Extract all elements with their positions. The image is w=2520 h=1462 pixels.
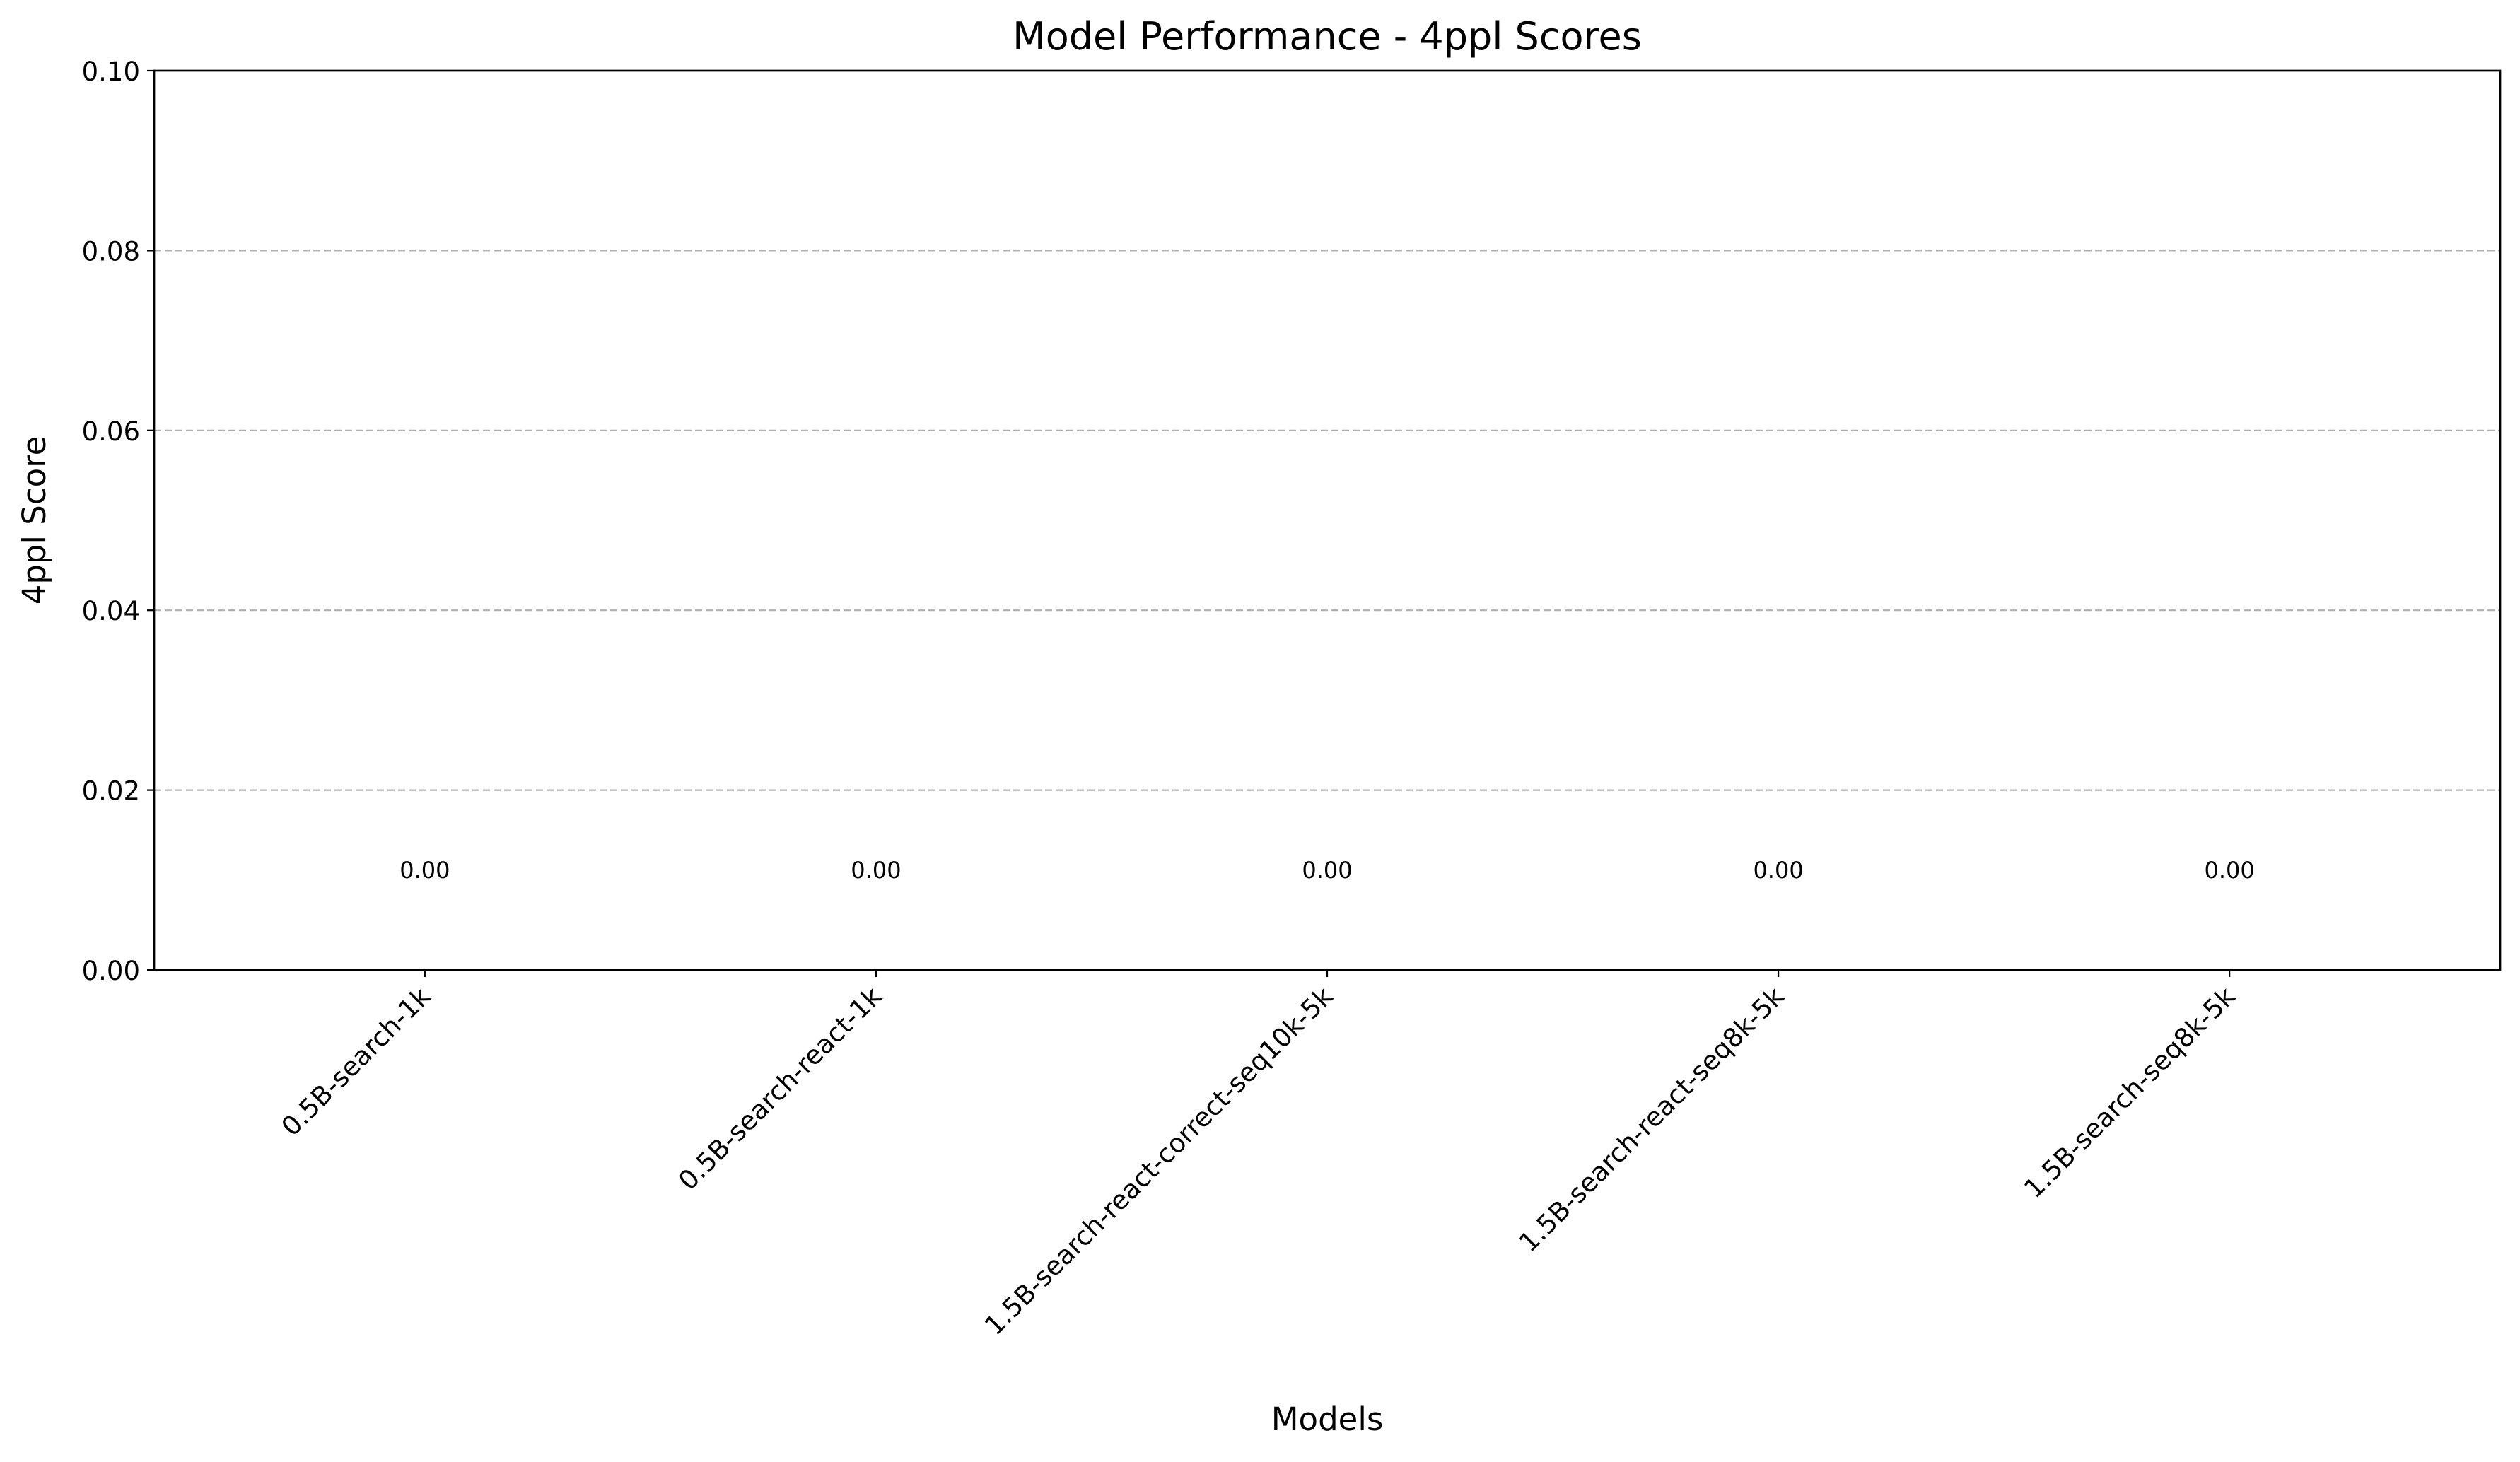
y-tick-label: 0.02	[82, 776, 140, 807]
bar-value-label: 0.00	[1753, 857, 1803, 884]
bar-value-label: 0.00	[1302, 857, 1352, 884]
y-tick-label: 0.00	[82, 956, 140, 986]
y-axis-label: 4ppl Score	[16, 436, 53, 605]
y-tick-label: 0.04	[82, 596, 140, 626]
bar-value-label: 0.00	[399, 857, 450, 884]
y-axis-ticks: 0.00 0.02 0.04 0.06 0.08 0.10	[82, 57, 154, 986]
x-axis-label: Models	[1271, 1400, 1384, 1438]
gridlines	[154, 250, 2500, 791]
data-labels: 0.00 0.00 0.00 0.00 0.00	[399, 857, 2255, 884]
chart-title: Model Performance - 4ppl Scores	[1013, 14, 1642, 59]
bar-value-label: 0.00	[2205, 857, 2255, 884]
y-tick-label: 0.10	[82, 57, 140, 87]
bar-value-label: 0.00	[851, 857, 901, 884]
y-tick-label: 0.06	[82, 416, 140, 447]
y-tick-label: 0.08	[82, 236, 140, 267]
